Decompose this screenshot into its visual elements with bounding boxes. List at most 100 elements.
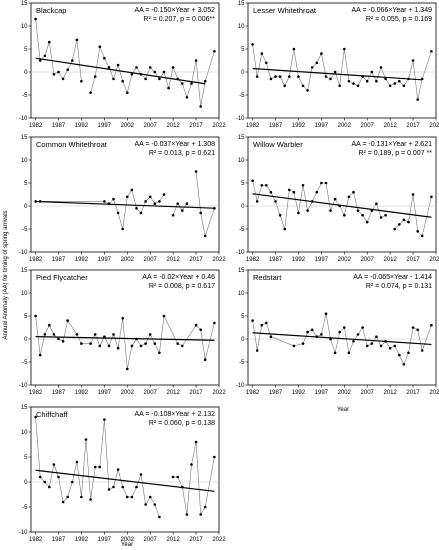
blackcap-data-point bbox=[213, 50, 216, 53]
lesser-whitethroat-data-point bbox=[375, 79, 378, 83]
chiffchaff-data-point bbox=[213, 455, 216, 459]
willow-warbler-data-point bbox=[288, 188, 291, 192]
willow-warbler-x-tick-label: 2012 bbox=[383, 257, 397, 263]
redstart-data-point bbox=[306, 330, 309, 334]
redstart-data-point bbox=[365, 344, 369, 348]
pied-flycatcher-y-tick-label: -10 bbox=[19, 383, 28, 389]
blackcap-data-point bbox=[153, 70, 157, 74]
willow-warbler-data-point bbox=[333, 197, 337, 201]
lesser-whitethroat-data-point bbox=[343, 47, 346, 51]
lesser-whitethroat-y-tick-label: -5 bbox=[239, 93, 245, 99]
lesser-whitethroat-x-tick-label: 2007 bbox=[361, 123, 375, 129]
redstart-data-point bbox=[375, 335, 378, 339]
blackcap-data-point bbox=[38, 59, 42, 62]
willow-warbler-data-point bbox=[356, 209, 360, 212]
blackcap-data-point bbox=[135, 66, 138, 69]
chiffchaff-y-tick-label: 0 bbox=[24, 480, 28, 486]
blackcap-data-point bbox=[98, 45, 102, 48]
lesser-whitethroat-data-point bbox=[333, 70, 337, 74]
redstart-data-point bbox=[324, 312, 328, 316]
common-whitethroat-data-point bbox=[153, 202, 157, 205]
willow-warbler-y-tick-label: -5 bbox=[239, 227, 245, 233]
common-whitethroat-y-tick-label: 10 bbox=[21, 158, 28, 164]
lesser-whitethroat-x-tick-label: 2002 bbox=[338, 123, 352, 129]
panel-redstart: -10 -5 0 5 10 15 1982 1987 1992 1997 2002 2007 2012 2… bbox=[236, 268, 439, 396]
willow-warbler-data-point bbox=[324, 181, 328, 185]
blackcap-data-point bbox=[203, 79, 207, 83]
willow-warbler-data-point bbox=[278, 213, 282, 217]
willow-warbler-data-point bbox=[379, 216, 383, 219]
willow-warbler-x-tick-label: 2002 bbox=[338, 257, 352, 263]
chiffchaff-y-tick-label: 5 bbox=[24, 455, 28, 461]
blackcap-x-tick-label: 2022 bbox=[212, 123, 226, 129]
common-whitethroat-title: Common Whitethroat bbox=[36, 140, 108, 149]
willow-warbler-x-tick-label: 1992 bbox=[292, 257, 306, 263]
lesser-whitethroat-data-point bbox=[356, 84, 360, 88]
redstart-data-point bbox=[411, 326, 415, 329]
redstart-data-point bbox=[379, 344, 383, 348]
willow-warbler-y-tick-label: 5 bbox=[241, 181, 245, 187]
willow-warbler-trend-line bbox=[252, 193, 432, 218]
common-whitethroat-data-point bbox=[112, 197, 115, 201]
chiffchaff-data-point bbox=[38, 475, 42, 479]
common-whitethroat-data-point bbox=[185, 202, 189, 205]
common-whitethroat-series-line bbox=[195, 171, 215, 238]
panel-common-whitethroat: -10 -5 0 5 10 15 1982 1987 1992 1997 2002 2007 2012 2… bbox=[19, 135, 227, 263]
willow-warbler-data-point bbox=[301, 184, 305, 187]
pied-flycatcher-data-point bbox=[194, 323, 198, 327]
common-whitethroat-x-tick-label: 2017 bbox=[189, 257, 203, 263]
pied-flycatcher-r2: R² = 0.008, p = 0.617 bbox=[149, 283, 215, 290]
pied-flycatcher-data-point bbox=[52, 333, 56, 336]
pied-flycatcher-data-point bbox=[116, 346, 120, 350]
blackcap-x-tick-label: 2017 bbox=[189, 123, 203, 129]
common-whitethroat-data-point bbox=[176, 202, 179, 205]
lesser-whitethroat-y-tick-label: 0 bbox=[241, 70, 245, 76]
redstart-data-point bbox=[402, 363, 406, 366]
pied-flycatcher-x-tick-label: 1997 bbox=[98, 390, 112, 396]
pied-flycatcher-data-point bbox=[57, 337, 60, 341]
lesser-whitethroat-y-tick-label: -10 bbox=[236, 116, 245, 122]
common-whitethroat-data-point bbox=[171, 213, 175, 217]
lesser-whitethroat-trend-line bbox=[252, 67, 423, 81]
lesser-whitethroat-y-tick-label: 15 bbox=[238, 1, 245, 7]
redstart-data-point bbox=[255, 349, 259, 352]
chiffchaff-data-point bbox=[84, 438, 88, 441]
chiffchaff-data-point bbox=[89, 498, 92, 501]
blackcap-y-tick-label: 15 bbox=[21, 1, 28, 7]
willow-warbler-y-tick-label: 0 bbox=[241, 204, 245, 210]
pied-flycatcher-data-point bbox=[98, 344, 102, 348]
willow-warbler-x-tick-label: 2007 bbox=[361, 257, 375, 263]
pied-flycatcher-data-point bbox=[176, 342, 179, 345]
redstart-data-point bbox=[338, 330, 342, 334]
willow-warbler-data-point bbox=[297, 211, 300, 215]
willow-warbler-data-point bbox=[375, 202, 378, 205]
blackcap-data-point bbox=[52, 73, 56, 76]
pied-flycatcher-x-tick-label: 2017 bbox=[189, 390, 203, 396]
pied-flycatcher-data-point bbox=[153, 342, 157, 345]
common-whitethroat-x-tick-label: 1992 bbox=[75, 257, 89, 263]
chiffchaff-data-point bbox=[34, 415, 37, 419]
lesser-whitethroat-x-tick-label: 2017 bbox=[406, 123, 420, 129]
willow-warbler-x-tick-label: 1997 bbox=[315, 257, 329, 263]
chiffchaff-data-point bbox=[199, 513, 202, 516]
lesser-whitethroat-data-point bbox=[315, 61, 319, 65]
common-whitethroat-data-point bbox=[181, 209, 184, 212]
lesser-whitethroat-data-point bbox=[274, 75, 277, 78]
blackcap-data-point bbox=[66, 68, 69, 71]
pied-flycatcher-data-point bbox=[93, 333, 97, 336]
pied-flycatcher-data-point bbox=[148, 333, 152, 336]
lesser-whitethroat-data-point bbox=[265, 61, 268, 65]
common-whitethroat-y-tick-label: 15 bbox=[21, 135, 28, 141]
chiffchaff-series-line bbox=[35, 416, 160, 518]
redstart-data-point bbox=[333, 351, 337, 355]
chiffchaff-x-tick-label: 1982 bbox=[29, 537, 43, 543]
redstart-y-tick-label: 15 bbox=[238, 268, 245, 274]
lesser-whitethroat-frame bbox=[247, 2, 437, 119]
chiffchaff-frame bbox=[30, 406, 220, 533]
common-whitethroat-equation: AA = -0.037×Year + 1.308 bbox=[134, 141, 215, 148]
blackcap-x-tick-label: 2002 bbox=[121, 123, 135, 129]
blackcap-x-tick-label: 1992 bbox=[75, 123, 89, 129]
common-whitethroat-x-tick-label: 2022 bbox=[212, 257, 226, 263]
pied-flycatcher-data-point bbox=[103, 335, 106, 339]
